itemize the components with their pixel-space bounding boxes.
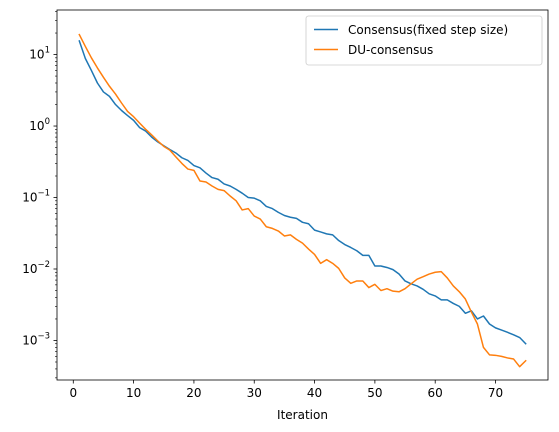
y-tick-label: 10−2 <box>22 260 50 276</box>
x-tick-label: 50 <box>367 386 382 400</box>
y-axis-ticks: 10−3 10−2 10−1 100 101 <box>22 11 57 379</box>
x-tick-label: 30 <box>247 386 262 400</box>
y-tick-label: 10−3 <box>22 331 50 347</box>
plot-area <box>57 10 548 380</box>
legend-entry: Consensus(fixed step size) <box>348 23 508 37</box>
x-tick-label: 10 <box>126 386 141 400</box>
x-axis-ticks: 0 10 20 30 40 50 60 70 <box>69 380 503 400</box>
y-tick-label: 10−1 <box>22 189 50 205</box>
x-tick-label: 70 <box>488 386 503 400</box>
series-lines <box>78 33 527 368</box>
y-tick-label: 101 <box>29 46 50 62</box>
legend-entry: DU-consensus <box>348 43 433 57</box>
x-tick-label: 0 <box>69 386 77 400</box>
x-tick-label: 20 <box>186 386 201 400</box>
y-tick-label: 100 <box>29 117 50 133</box>
legend-box <box>305 15 543 66</box>
plot-background <box>57 10 548 380</box>
series-line-consensus <box>78 39 527 345</box>
x-axis-label: Iteration <box>277 408 328 422</box>
plot-frame <box>56 9 549 381</box>
series-line-du-consensus <box>78 33 527 368</box>
legend: Consensus(fixed step size) DU-consensus <box>305 15 543 66</box>
x-tick-label: 40 <box>307 386 322 400</box>
x-tick-label: 60 <box>428 386 443 400</box>
